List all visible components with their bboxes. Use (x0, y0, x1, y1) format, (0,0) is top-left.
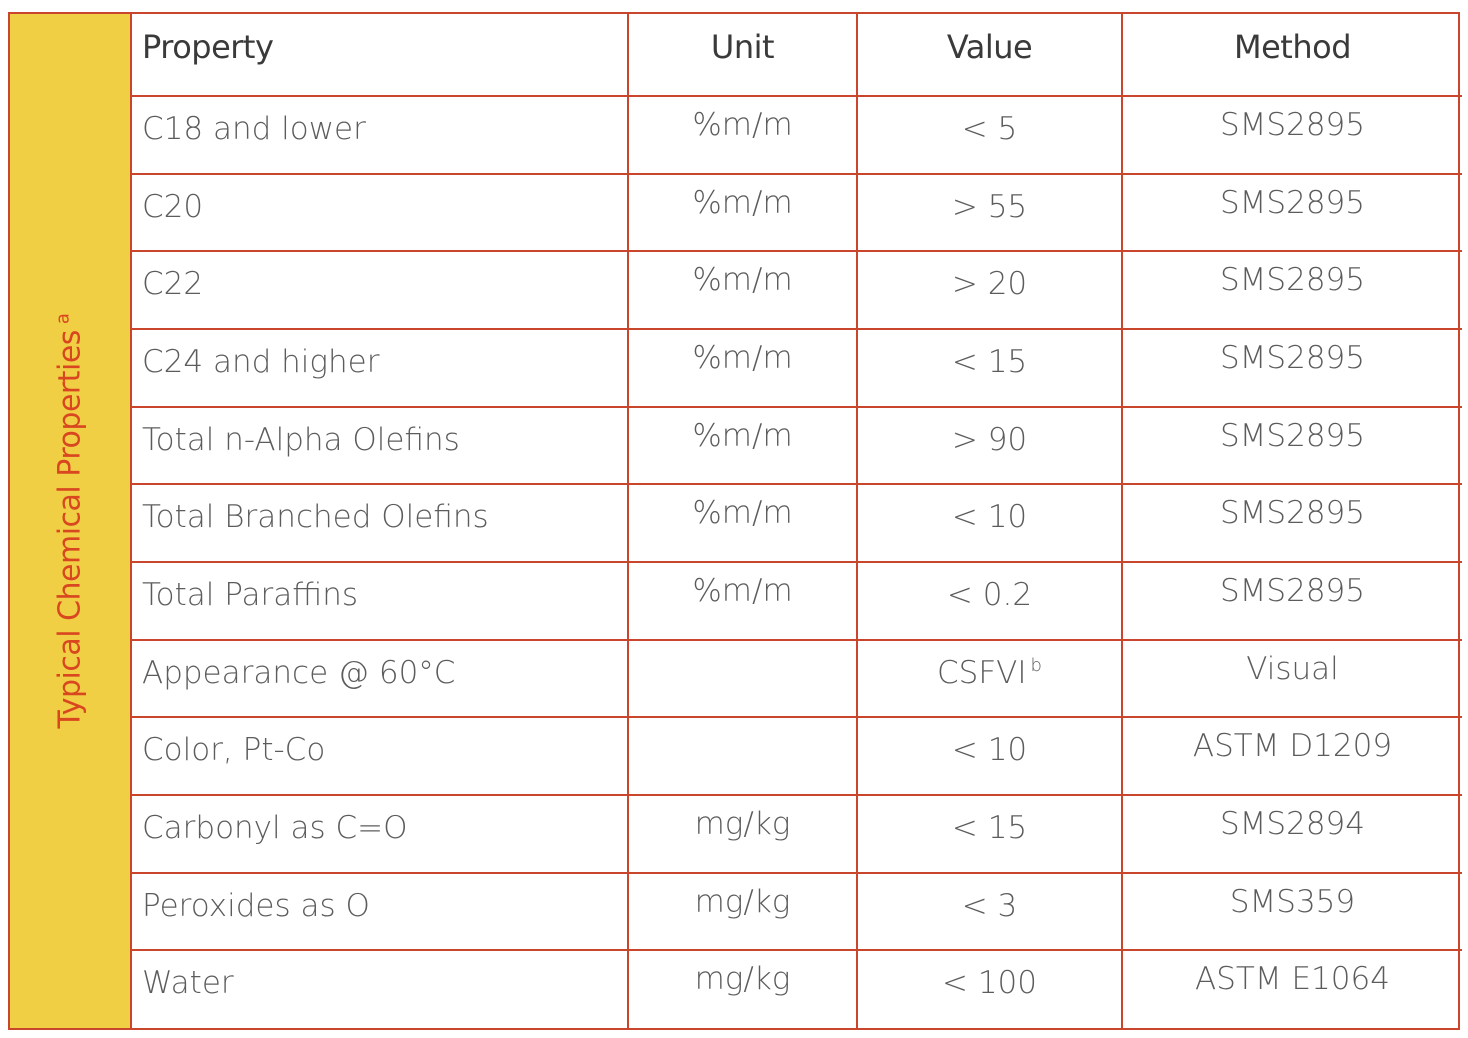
cell-method: SMS2895 (1121, 251, 1462, 330)
cell-unit: %m/m (627, 251, 857, 330)
cell-property: C24 and higher (132, 328, 628, 408)
table-header-row: Property Unit Value Method (132, 14, 1462, 97)
cell-value-text: < 15 (951, 343, 1028, 380)
cell-value-text: < 0.2 (946, 576, 1033, 613)
cell-value: > 90 (856, 406, 1122, 486)
cell-value-footnote: b (1030, 655, 1042, 677)
table-row: Total n-Alpha Olefins %m/m > 90 SMS2895 (132, 406, 1462, 486)
cell-value: < 5 (856, 96, 1122, 175)
table-row: Total Paraffins %m/m < 0.2 SMS2895 (132, 561, 1462, 641)
cell-value-text: < 100 (942, 965, 1037, 1002)
cell-value-text: CSFVI (937, 654, 1027, 691)
cell-value: > 55 (856, 173, 1122, 253)
cell-method: SMS2895 (1121, 173, 1462, 253)
table-row: Carbonyl as C=O mg/kg < 15 SMS2894 (132, 794, 1462, 874)
cell-value: < 15 (856, 328, 1122, 408)
cell-property: Carbonyl as C=O (132, 794, 628, 874)
cell-property: C22 (132, 251, 628, 330)
table-row: Total Branched Olefins %m/m < 10 SMS2895 (132, 484, 1462, 563)
cell-unit: mg/kg (627, 950, 857, 1028)
table-row: Water mg/kg < 100 ASTM E1064 (132, 950, 1462, 1028)
cell-value: < 3 (856, 872, 1122, 952)
section-sidebar: Typical Chemical Properties a (10, 14, 132, 1028)
cell-unit: %m/m (627, 173, 857, 253)
chemical-properties-table: Property Unit Value Method C18 and lower… (132, 14, 1462, 1028)
cell-unit: mg/kg (627, 794, 857, 874)
cell-unit: %m/m (627, 96, 857, 175)
table-row: C20 %m/m > 55 SMS2895 (132, 173, 1462, 253)
section-title-footnote: a (52, 313, 74, 325)
cell-method: SMS2895 (1121, 561, 1462, 641)
cell-unit: %m/m (627, 328, 857, 408)
cell-unit (627, 717, 857, 796)
cell-method: SMS2895 (1121, 328, 1462, 408)
cell-value-text: > 20 (951, 266, 1028, 303)
table-row: Color, Pt-Co < 10 ASTM D1209 (132, 717, 1462, 796)
cell-property: C18 and lower (132, 96, 628, 175)
cell-property: Peroxides as O (132, 872, 628, 952)
header-value: Value (856, 14, 1122, 97)
cell-value: CSFVI b (856, 639, 1122, 719)
cell-value-text: < 10 (951, 732, 1028, 769)
cell-unit: %m/m (627, 406, 857, 486)
cell-value-text: < 3 (961, 887, 1018, 924)
cell-method: ASTM E1064 (1121, 950, 1462, 1028)
cell-property: Appearance @ 60°C (132, 639, 628, 719)
header-property: Property (132, 14, 628, 97)
cell-value: > 20 (856, 251, 1122, 330)
cell-method: SMS2895 (1121, 484, 1462, 563)
cell-value-text: < 10 (951, 499, 1028, 536)
section-title: Typical Chemical Properties a (53, 314, 88, 729)
table-row: C24 and higher %m/m < 15 SMS2895 (132, 328, 1462, 408)
cell-value: < 100 (856, 950, 1122, 1028)
cell-value: < 10 (856, 484, 1122, 563)
cell-unit (627, 639, 857, 719)
cell-value-text: > 55 (951, 188, 1028, 225)
cell-value: < 15 (856, 794, 1122, 874)
cell-value: < 0.2 (856, 561, 1122, 641)
cell-property: Color, Pt-Co (132, 717, 628, 796)
properties-table-frame: Typical Chemical Properties a Property Un… (8, 12, 1462, 1030)
cell-unit: mg/kg (627, 872, 857, 952)
table-row: C22 %m/m > 20 SMS2895 (132, 251, 1462, 330)
cell-method: SMS2895 (1121, 96, 1462, 175)
cell-value-text: > 90 (951, 421, 1028, 458)
section-title-text: Typical Chemical Properties (52, 330, 88, 729)
header-method: Method (1121, 14, 1462, 97)
table-row: Appearance @ 60°C CSFVI b Visual (132, 639, 1462, 719)
cell-value-text: < 5 (961, 111, 1018, 147)
cell-method: Visual (1121, 639, 1462, 719)
table-row: C18 and lower %m/m < 5 SMS2895 (132, 96, 1462, 175)
cell-method: SMS2894 (1121, 794, 1462, 874)
table-body: C18 and lower %m/m < 5 SMS2895 C20 %m/m > 55 SM… (132, 96, 1462, 1028)
cell-value-text: < 15 (951, 809, 1028, 846)
cell-property: C20 (132, 173, 628, 253)
cell-property: Total Paraffins (132, 561, 628, 641)
cell-method: SMS359 (1121, 872, 1462, 952)
cell-property: Water (142, 965, 234, 1002)
cell-unit: %m/m (627, 484, 857, 563)
cell-property: Total Branched Olefins (132, 484, 628, 563)
cell-unit: %m/m (627, 561, 857, 641)
cell-property: Total n-Alpha Olefins (132, 406, 628, 486)
header-unit: Unit (627, 14, 857, 97)
cell-method: SMS2895 (1121, 406, 1462, 486)
cell-method: ASTM D1209 (1121, 717, 1462, 796)
cell-value: < 10 (856, 717, 1122, 796)
